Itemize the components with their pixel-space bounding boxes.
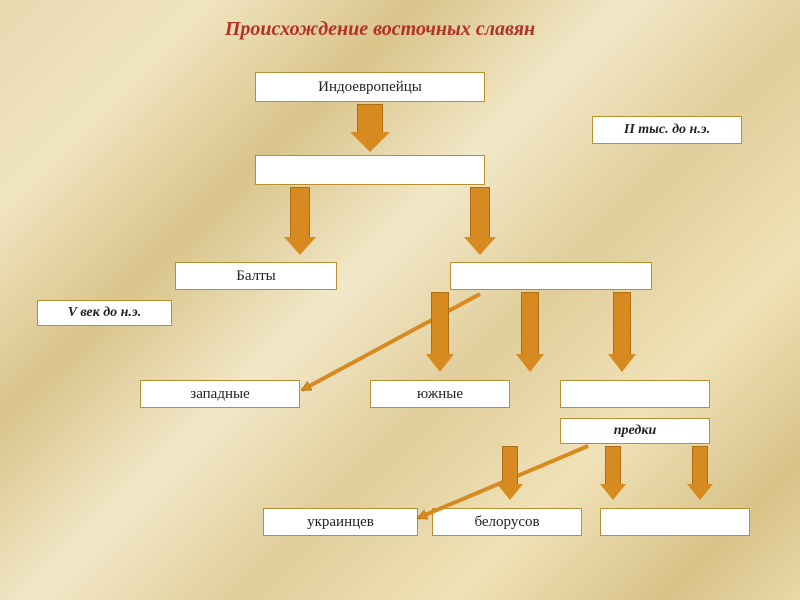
node-blank-1 <box>255 155 485 185</box>
node-south: южные <box>370 380 510 408</box>
node-blank-3 <box>560 380 710 408</box>
arrow-down-icon <box>497 446 523 500</box>
arrow-down-icon <box>608 292 636 372</box>
arrow-down-icon <box>687 446 713 500</box>
note-ancestors: предки <box>560 418 710 444</box>
arrow-down-icon <box>516 292 544 372</box>
arrow-down-icon <box>600 446 626 500</box>
node-blank-2 <box>450 262 652 290</box>
note-ii-millennium: II тыс. до н.э. <box>592 116 742 144</box>
arrow-down-icon <box>284 187 316 255</box>
node-belarusians: белорусов <box>432 508 582 536</box>
node-west: западные <box>140 380 300 408</box>
arrow-down-icon <box>426 292 454 372</box>
diagram-title: Происхождение восточных славян <box>175 18 585 41</box>
arrow-down-icon <box>350 104 390 152</box>
node-ukrainians: украинцев <box>263 508 418 536</box>
note-v-century: V век до н.э. <box>37 300 172 326</box>
node-balty: Балты <box>175 262 337 290</box>
node-blank-4 <box>600 508 750 536</box>
arrow-down-icon <box>464 187 496 255</box>
node-indoeuropeans: Индоевропейцы <box>255 72 485 102</box>
